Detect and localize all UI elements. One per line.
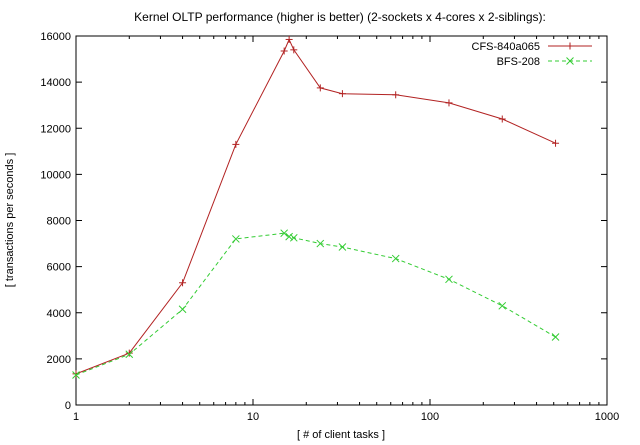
data-point-cfs (232, 140, 240, 148)
data-point-bfs (498, 301, 507, 310)
legend-marker-bfs (566, 57, 574, 65)
y-tick-label: 12000 (40, 123, 71, 135)
series-line-bfs (75, 232, 556, 376)
data-point-bfs (231, 235, 240, 243)
axis-ticks: 0 2000 4000 6000 8000 10000 12000 14000 16000 1 10… (40, 31, 619, 423)
x-tick-label: 10 (247, 411, 259, 423)
legend: CFS-840a065 BFS-208 (472, 41, 592, 68)
y-tick-label: 4000 (47, 308, 71, 320)
data-point-cfs (290, 46, 298, 54)
data-point-bfs (445, 275, 453, 284)
chart-title: Kernel OLTP performance (higher is bette… (134, 10, 546, 24)
data-point-cfs (552, 139, 560, 147)
legend-label-bfs: BFS-208 (497, 56, 540, 68)
legend-label-cfs: CFS-840a065 (472, 41, 541, 53)
legend-marker-cfs (566, 42, 574, 50)
y-tick-label: 6000 (47, 262, 71, 274)
data-point-cfs (125, 349, 133, 357)
data-point-cfs (338, 90, 346, 98)
x-axis-label: [ # of client tasks ] (297, 429, 385, 441)
data-point-bfs (280, 229, 289, 238)
data-point-bfs (178, 305, 187, 314)
y-tick-label: 0 (65, 400, 71, 412)
y-tick-label: 2000 (47, 354, 71, 366)
y-tick-label: 8000 (47, 216, 71, 228)
data-point-cfs (285, 35, 293, 43)
data-point-bfs (72, 371, 80, 379)
y-tick-label: 16000 (40, 31, 71, 43)
series-line-cfs (75, 38, 556, 375)
y-tick-label: 14000 (40, 77, 71, 89)
data-point-cfs (316, 84, 324, 92)
data-point-bfs (289, 233, 298, 242)
data-point-bfs (338, 243, 347, 251)
data-point-cfs (280, 47, 288, 55)
y-axis-label: [ transactions per seconds ] (4, 153, 16, 288)
data-point-cfs (392, 91, 400, 99)
x-tick-label: 1000 (595, 411, 619, 423)
data-point-bfs (551, 333, 560, 341)
data-point-bfs (285, 232, 293, 241)
data-point-bfs (391, 254, 400, 263)
legend-sample-cfs (548, 42, 592, 50)
legend-sample-bfs (548, 57, 592, 65)
x-tick-label: 100 (421, 411, 439, 423)
series-layer (72, 35, 560, 379)
data-point-bfs (316, 239, 325, 248)
y-tick-label: 10000 (40, 169, 71, 181)
data-point-cfs (445, 99, 453, 107)
plot-area (75, 35, 608, 406)
data-point-cfs (179, 279, 187, 287)
data-point-cfs (498, 115, 506, 123)
data-point-bfs (125, 350, 134, 359)
x-tick-label: 1 (73, 411, 79, 423)
